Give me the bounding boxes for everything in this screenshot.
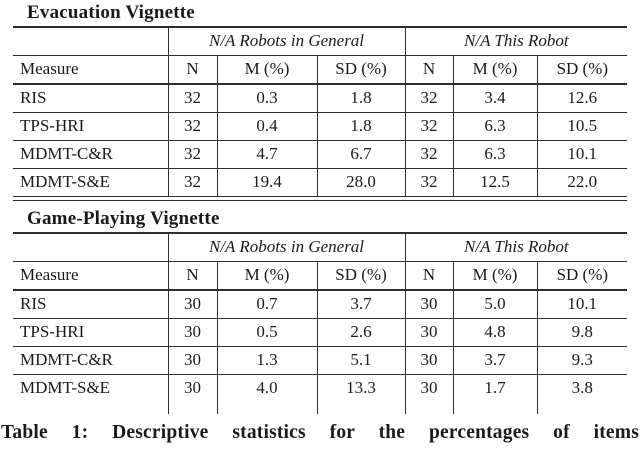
row-label: MDMT-C&R [13, 346, 168, 375]
data-row: MDMT-S&E 30 4.0 13.3 30 1.7 3.8 [13, 374, 628, 414]
row-label: TPS-HRI [13, 112, 168, 141]
data-cell: 30 [167, 318, 217, 347]
group-header-row: N/A Robots in General N/A This Robot [13, 27, 628, 56]
section-divider-rule [13, 200, 627, 203]
data-cell: 10.1 [536, 290, 628, 319]
section-evacuation: Evacuation Vignette N/A Robots in Genera… [13, 2, 628, 197]
data-cell: 22.0 [536, 168, 628, 197]
column-header-row: Measure N M (%) SD (%) N M (%) SD (%) [13, 261, 628, 291]
column-header: SD (%) [536, 55, 628, 85]
data-cell: 32 [167, 168, 217, 197]
data-cell: 30 [404, 290, 454, 319]
data-cell: 30 [404, 318, 454, 347]
data-cell: 32 [404, 140, 454, 169]
row-label: RIS [13, 84, 168, 113]
group-header-row: N/A Robots in General N/A This Robot [13, 233, 628, 262]
data-cell: 32 [404, 168, 454, 197]
data-cell: 5.1 [316, 346, 406, 375]
data-cell: 6.3 [452, 112, 538, 141]
section-game-playing: Game-Playing Vignette N/A Robots in Gene… [13, 208, 628, 414]
data-cell: 32 [167, 112, 217, 141]
corner-empty-cell [13, 233, 168, 262]
data-cell: 13.3 [316, 374, 406, 414]
column-header: SD (%) [316, 55, 406, 85]
data-row: TPS-HRI 30 0.5 2.6 30 4.8 9.8 [13, 318, 628, 347]
row-label: RIS [13, 290, 168, 319]
column-header: N [404, 261, 454, 291]
data-cell: 9.3 [536, 346, 628, 375]
row-label: TPS-HRI [13, 318, 168, 347]
data-cell: 32 [167, 140, 217, 169]
table-caption: Table 1: Descriptive statistics for the … [1, 422, 639, 443]
data-cell: 19.4 [216, 168, 317, 197]
data-cell: 5.0 [452, 290, 538, 319]
data-row: TPS-HRI 32 0.4 1.8 32 6.3 10.5 [13, 112, 628, 141]
group-header-robots-in-general: N/A Robots in General [167, 27, 406, 56]
data-cell: 10.5 [536, 112, 628, 141]
column-header: SD (%) [316, 261, 406, 291]
data-cell: 2.6 [316, 318, 406, 347]
data-cell: 6.7 [316, 140, 406, 169]
column-header: M (%) [452, 261, 538, 291]
data-cell: 1.8 [316, 112, 406, 141]
paper-table-figure: Evacuation Vignette N/A Robots in Genera… [1, 2, 639, 443]
data-cell: 0.7 [216, 290, 317, 319]
data-cell: 3.8 [536, 374, 628, 414]
data-cell: 30 [404, 346, 454, 375]
column-header: N [404, 55, 454, 85]
data-cell: 30 [167, 346, 217, 375]
data-cell: 3.4 [452, 84, 538, 113]
data-cell: 1.8 [316, 84, 406, 113]
data-row: MDMT-S&E 32 19.4 28.0 32 12.5 22.0 [13, 168, 628, 197]
game-playing-stats-table: N/A Robots in General N/A This Robot Measu… [13, 232, 628, 414]
column-header: M (%) [452, 55, 538, 85]
data-cell: 3.7 [452, 346, 538, 375]
column-header: SD (%) [536, 261, 628, 291]
row-label: MDMT-C&R [13, 140, 168, 169]
column-header-measure: Measure [13, 261, 168, 291]
data-cell: 32 [404, 112, 454, 141]
data-cell: 28.0 [316, 168, 406, 197]
data-cell: 0.4 [216, 112, 317, 141]
data-cell: 0.3 [216, 84, 317, 113]
data-cell: 9.8 [536, 318, 628, 347]
data-cell: 30 [167, 374, 217, 414]
evacuation-stats-table: N/A Robots in General N/A This Robot Measu… [13, 26, 628, 197]
data-cell: 4.8 [452, 318, 538, 347]
data-cell: 1.3 [216, 346, 317, 375]
data-cell: 30 [404, 374, 454, 414]
data-cell: 12.6 [536, 84, 628, 113]
column-header: N [167, 261, 217, 291]
column-header: N [167, 55, 217, 85]
row-label: MDMT-S&E [20, 378, 111, 397]
data-row: MDMT-C&R 32 4.7 6.7 32 6.3 10.1 [13, 140, 628, 169]
data-cell: 12.5 [452, 168, 538, 197]
corner-empty-cell [13, 27, 168, 56]
data-cell: 30 [167, 290, 217, 319]
vignette-title-game-playing: Game-Playing Vignette [27, 208, 220, 229]
group-header-this-robot: N/A This Robot [404, 27, 628, 56]
vignette-title-evacuation: Evacuation Vignette [27, 2, 195, 23]
data-cell: 32 [404, 84, 454, 113]
data-cell: 4.7 [216, 140, 317, 169]
data-cell: 6.3 [452, 140, 538, 169]
data-cell: 0.5 [216, 318, 317, 347]
data-row: RIS 30 0.7 3.7 30 5.0 10.1 [13, 290, 628, 319]
data-row: RIS 32 0.3 1.8 32 3.4 12.6 [13, 84, 628, 113]
data-cell: 3.7 [316, 290, 406, 319]
data-row: MDMT-C&R 30 1.3 5.1 30 3.7 9.3 [13, 346, 628, 375]
group-header-robots-in-general: N/A Robots in General [167, 233, 406, 262]
column-header-measure: Measure [13, 55, 168, 85]
data-cell: 32 [167, 84, 217, 113]
group-header-this-robot: N/A This Robot [404, 233, 628, 262]
column-header-row: Measure N M (%) SD (%) N M (%) SD (%) [13, 55, 628, 85]
data-cell: 10.1 [536, 140, 628, 169]
data-cell: 1.7 [452, 374, 538, 414]
column-header: M (%) [216, 55, 317, 85]
data-cell: 4.0 [216, 374, 317, 414]
column-header: M (%) [216, 261, 317, 291]
row-label: MDMT-S&E [13, 168, 168, 197]
